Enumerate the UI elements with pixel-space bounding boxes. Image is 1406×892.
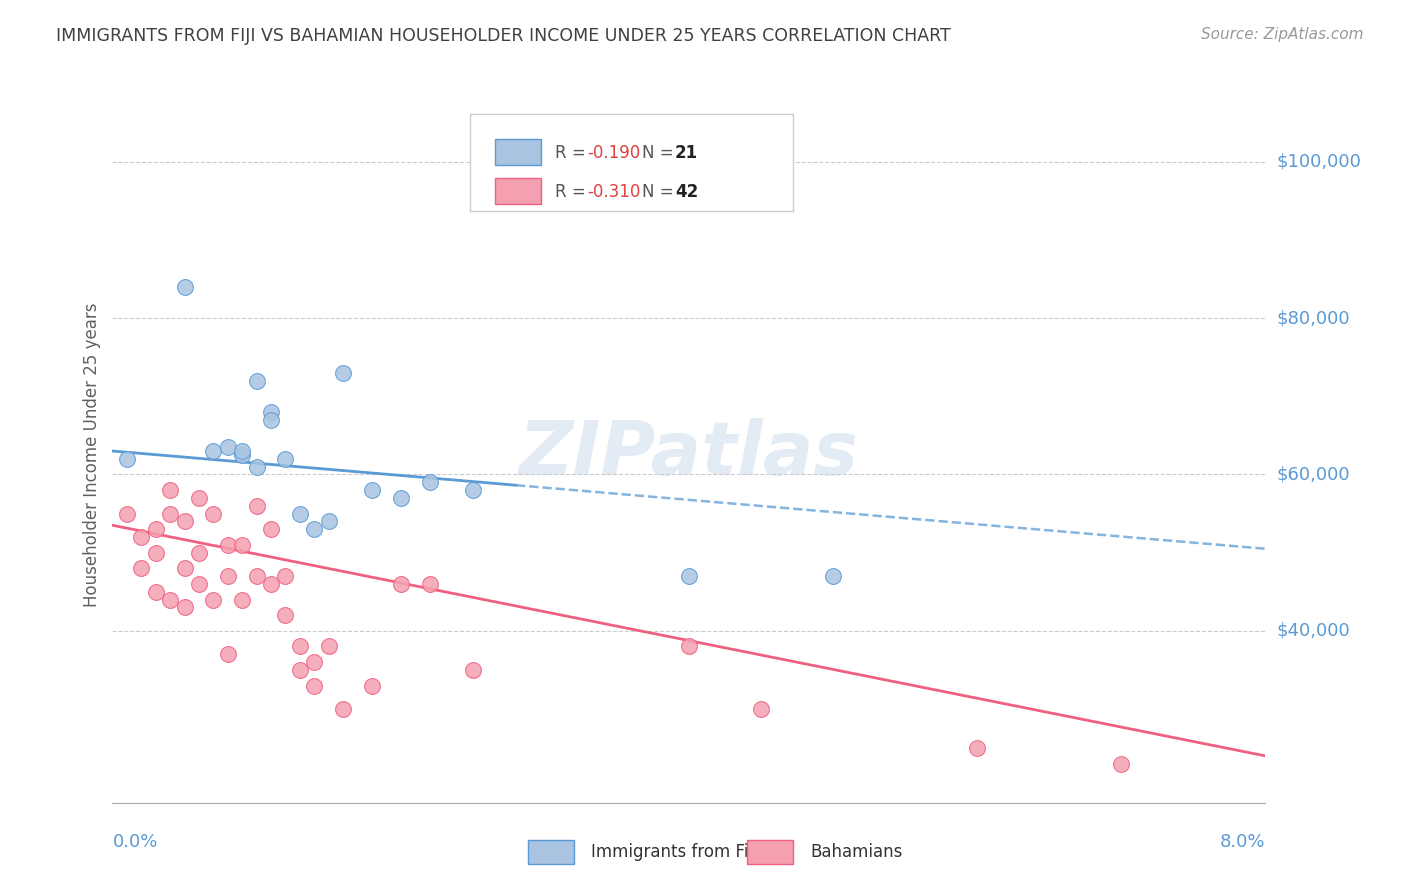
Point bbox=[231, 448, 253, 462]
Point bbox=[245, 499, 267, 513]
Point bbox=[188, 491, 211, 505]
Point bbox=[288, 663, 311, 677]
Point bbox=[678, 569, 700, 583]
Point bbox=[217, 569, 239, 583]
Text: IMMIGRANTS FROM FIJI VS BAHAMIAN HOUSEHOLDER INCOME UNDER 25 YEARS CORRELATION C: IMMIGRANTS FROM FIJI VS BAHAMIAN HOUSEHO… bbox=[56, 27, 950, 45]
Point bbox=[173, 280, 195, 294]
Point bbox=[129, 530, 153, 544]
Point bbox=[304, 679, 326, 693]
Point bbox=[1111, 756, 1133, 771]
Point bbox=[145, 546, 167, 560]
Text: $100,000: $100,000 bbox=[1277, 153, 1361, 170]
Point bbox=[173, 600, 195, 615]
Text: $40,000: $40,000 bbox=[1277, 622, 1350, 640]
Point bbox=[245, 569, 267, 583]
Text: R =: R = bbox=[555, 144, 591, 161]
Point bbox=[188, 546, 211, 560]
Point bbox=[217, 647, 239, 661]
Point bbox=[966, 741, 988, 756]
Text: R =: R = bbox=[555, 183, 591, 201]
Point bbox=[202, 507, 225, 521]
Point bbox=[389, 577, 412, 591]
Point bbox=[245, 459, 267, 474]
Point bbox=[274, 451, 297, 466]
Point bbox=[245, 374, 267, 388]
Point bbox=[115, 451, 138, 466]
Point bbox=[288, 507, 311, 521]
Point bbox=[260, 413, 283, 427]
Point bbox=[260, 522, 283, 536]
Point bbox=[202, 444, 225, 458]
Text: 8.0%: 8.0% bbox=[1220, 833, 1265, 851]
Point bbox=[360, 483, 382, 497]
Point bbox=[461, 663, 484, 677]
Point bbox=[461, 483, 484, 497]
Text: 0.0%: 0.0% bbox=[112, 833, 157, 851]
Point bbox=[159, 507, 181, 521]
Text: $60,000: $60,000 bbox=[1277, 466, 1350, 483]
Point bbox=[159, 592, 181, 607]
Point bbox=[304, 522, 326, 536]
Y-axis label: Householder Income Under 25 years: Householder Income Under 25 years bbox=[83, 302, 101, 607]
Text: 21: 21 bbox=[675, 144, 699, 161]
Point bbox=[304, 655, 326, 669]
Point bbox=[217, 538, 239, 552]
Text: -0.310: -0.310 bbox=[588, 183, 641, 201]
Text: 42: 42 bbox=[675, 183, 699, 201]
Point bbox=[145, 522, 167, 536]
Point bbox=[129, 561, 153, 575]
Point bbox=[231, 444, 253, 458]
Point bbox=[202, 592, 225, 607]
Text: N =: N = bbox=[641, 144, 679, 161]
Point bbox=[217, 440, 239, 454]
Point bbox=[159, 483, 181, 497]
Text: ZIPatlas: ZIPatlas bbox=[519, 418, 859, 491]
Point bbox=[419, 577, 441, 591]
Point bbox=[274, 569, 297, 583]
Point bbox=[419, 475, 441, 490]
Point bbox=[260, 577, 283, 591]
Text: N =: N = bbox=[641, 183, 679, 201]
Point bbox=[173, 561, 195, 575]
FancyBboxPatch shape bbox=[527, 839, 574, 864]
Point bbox=[821, 569, 844, 583]
Text: $80,000: $80,000 bbox=[1277, 310, 1350, 327]
Point bbox=[318, 640, 340, 654]
Point bbox=[749, 702, 772, 716]
Point bbox=[231, 592, 253, 607]
Point bbox=[274, 608, 297, 623]
Text: Bahamians: Bahamians bbox=[810, 843, 903, 861]
Point bbox=[332, 702, 354, 716]
FancyBboxPatch shape bbox=[470, 114, 793, 211]
Point bbox=[145, 584, 167, 599]
Point bbox=[231, 538, 253, 552]
Point bbox=[318, 514, 340, 528]
Point bbox=[360, 679, 382, 693]
Point bbox=[678, 640, 700, 654]
Point bbox=[332, 366, 354, 380]
Text: Immigrants from Fiji: Immigrants from Fiji bbox=[591, 843, 758, 861]
Text: -0.190: -0.190 bbox=[588, 144, 641, 161]
Point bbox=[173, 514, 195, 528]
Point bbox=[115, 507, 138, 521]
FancyBboxPatch shape bbox=[495, 178, 541, 204]
Point bbox=[389, 491, 412, 505]
Point bbox=[288, 640, 311, 654]
Text: Source: ZipAtlas.com: Source: ZipAtlas.com bbox=[1201, 27, 1364, 42]
FancyBboxPatch shape bbox=[495, 139, 541, 165]
Point bbox=[188, 577, 211, 591]
Point bbox=[260, 405, 283, 419]
FancyBboxPatch shape bbox=[747, 839, 793, 864]
